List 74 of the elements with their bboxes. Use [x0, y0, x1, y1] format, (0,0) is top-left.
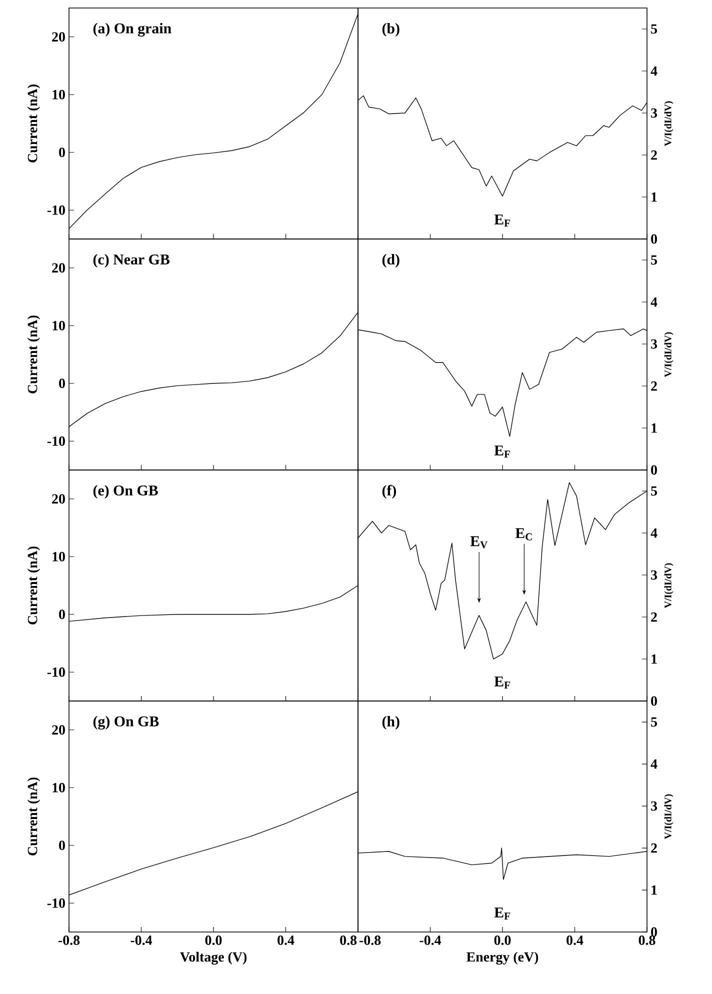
y-tick-label: 3: [651, 570, 658, 580]
x-tick-label: 0.0: [494, 936, 511, 946]
y-tick-label: 2: [651, 843, 657, 853]
y-tick-label: 4: [650, 759, 658, 769]
y-tick-label: 1: [652, 423, 657, 433]
y-tick-label: 3: [651, 801, 658, 811]
y-tick-label: 2: [651, 150, 657, 160]
y-axis-title: Current (nA): [27, 546, 40, 624]
x-tick-label: -0.4: [130, 936, 152, 946]
annotation: E$_{F}$: [494, 214, 510, 226]
y-tick-label: 20: [52, 263, 65, 273]
y-tick-label: -10: [47, 667, 65, 677]
annotation: E$_{F}$: [494, 676, 510, 688]
annotation: E$_{C}$: [515, 528, 532, 540]
y-tick-label: 0: [651, 696, 657, 706]
x-tick-label: 0.0: [205, 936, 222, 946]
y-axis-title: Current (nA): [27, 316, 40, 394]
y-tick-label: 20: [52, 494, 65, 504]
y-tick-label: 0: [651, 234, 657, 244]
y-tick-label: 4: [650, 528, 658, 538]
x-tick-label: 0.4: [566, 936, 584, 946]
y-axis-title: V/I(dI/dV): [664, 794, 674, 840]
x-tick-label: 0.4: [278, 936, 294, 946]
y-tick-label: 0: [59, 148, 65, 158]
y-tick-label: 4: [650, 66, 658, 76]
y-tick-label: 0: [59, 610, 65, 620]
text: (g) On GB: [93, 716, 159, 730]
text: (a) On grain: [93, 22, 172, 37]
y-tick-label: 4: [650, 297, 658, 307]
y-tick-label: 3: [651, 108, 658, 118]
y-tick-label: 10: [52, 782, 65, 792]
y-axis-title: Current (nA): [27, 778, 40, 856]
x-axis-title: Energy (eV): [466, 952, 538, 965]
y-tick-label: 10: [52, 90, 65, 100]
annotation: E$_{F}$: [494, 908, 510, 920]
x-tick-label: -0.8: [58, 936, 80, 946]
y-tick-label: 20: [52, 725, 65, 735]
y-tick-label: 5: [651, 255, 657, 265]
text: (h): [382, 716, 400, 730]
y-tick-label: 2: [651, 381, 657, 391]
y-tick-label: -10: [47, 205, 65, 215]
y-axis-title: V/I(dI/dV): [664, 101, 674, 146]
y-tick-label: 0: [59, 840, 65, 850]
text: (f): [382, 484, 396, 499]
y-tick-label: 10: [52, 320, 65, 330]
text: (b): [382, 22, 400, 37]
y-tick-label: 1: [652, 654, 657, 664]
y-tick-label: 5: [651, 717, 657, 727]
annotation: E$_{V}$: [470, 536, 488, 548]
y-tick-label: 3: [651, 339, 658, 349]
x-tick-label: -0.8: [360, 936, 381, 946]
x-axis-title: Voltage (V): [180, 952, 247, 965]
y-axis-title: V/I(dI/dV): [664, 563, 674, 608]
y-tick-label: -10: [47, 898, 65, 908]
y-tick-label: 5: [651, 24, 657, 34]
y-tick-label: 0: [59, 378, 65, 388]
x-tick-label: 0.8: [340, 936, 357, 946]
annotation: E$_{F}$: [494, 446, 510, 458]
text: (e) On GB: [93, 484, 158, 499]
y-axis-title: V/I(dI/dV): [664, 332, 674, 378]
x-tick-label: 0.8: [638, 936, 656, 946]
text: (c) Near GB: [93, 254, 170, 268]
y-tick-label: 1: [652, 885, 657, 895]
y-tick-label: -10: [47, 436, 65, 446]
y-tick-label: 0: [651, 927, 657, 937]
y-tick-label: 10: [52, 552, 65, 562]
y-tick-label: 20: [52, 32, 65, 42]
y-tick-label: 0: [651, 465, 657, 475]
y-tick-label: 1: [652, 192, 657, 202]
y-axis-title: Current (nA): [27, 84, 40, 162]
y-tick-label: 5: [651, 486, 657, 496]
text: (d): [382, 254, 400, 268]
x-tick-label: -0.4: [420, 936, 442, 946]
y-tick-label: 2: [651, 612, 657, 622]
